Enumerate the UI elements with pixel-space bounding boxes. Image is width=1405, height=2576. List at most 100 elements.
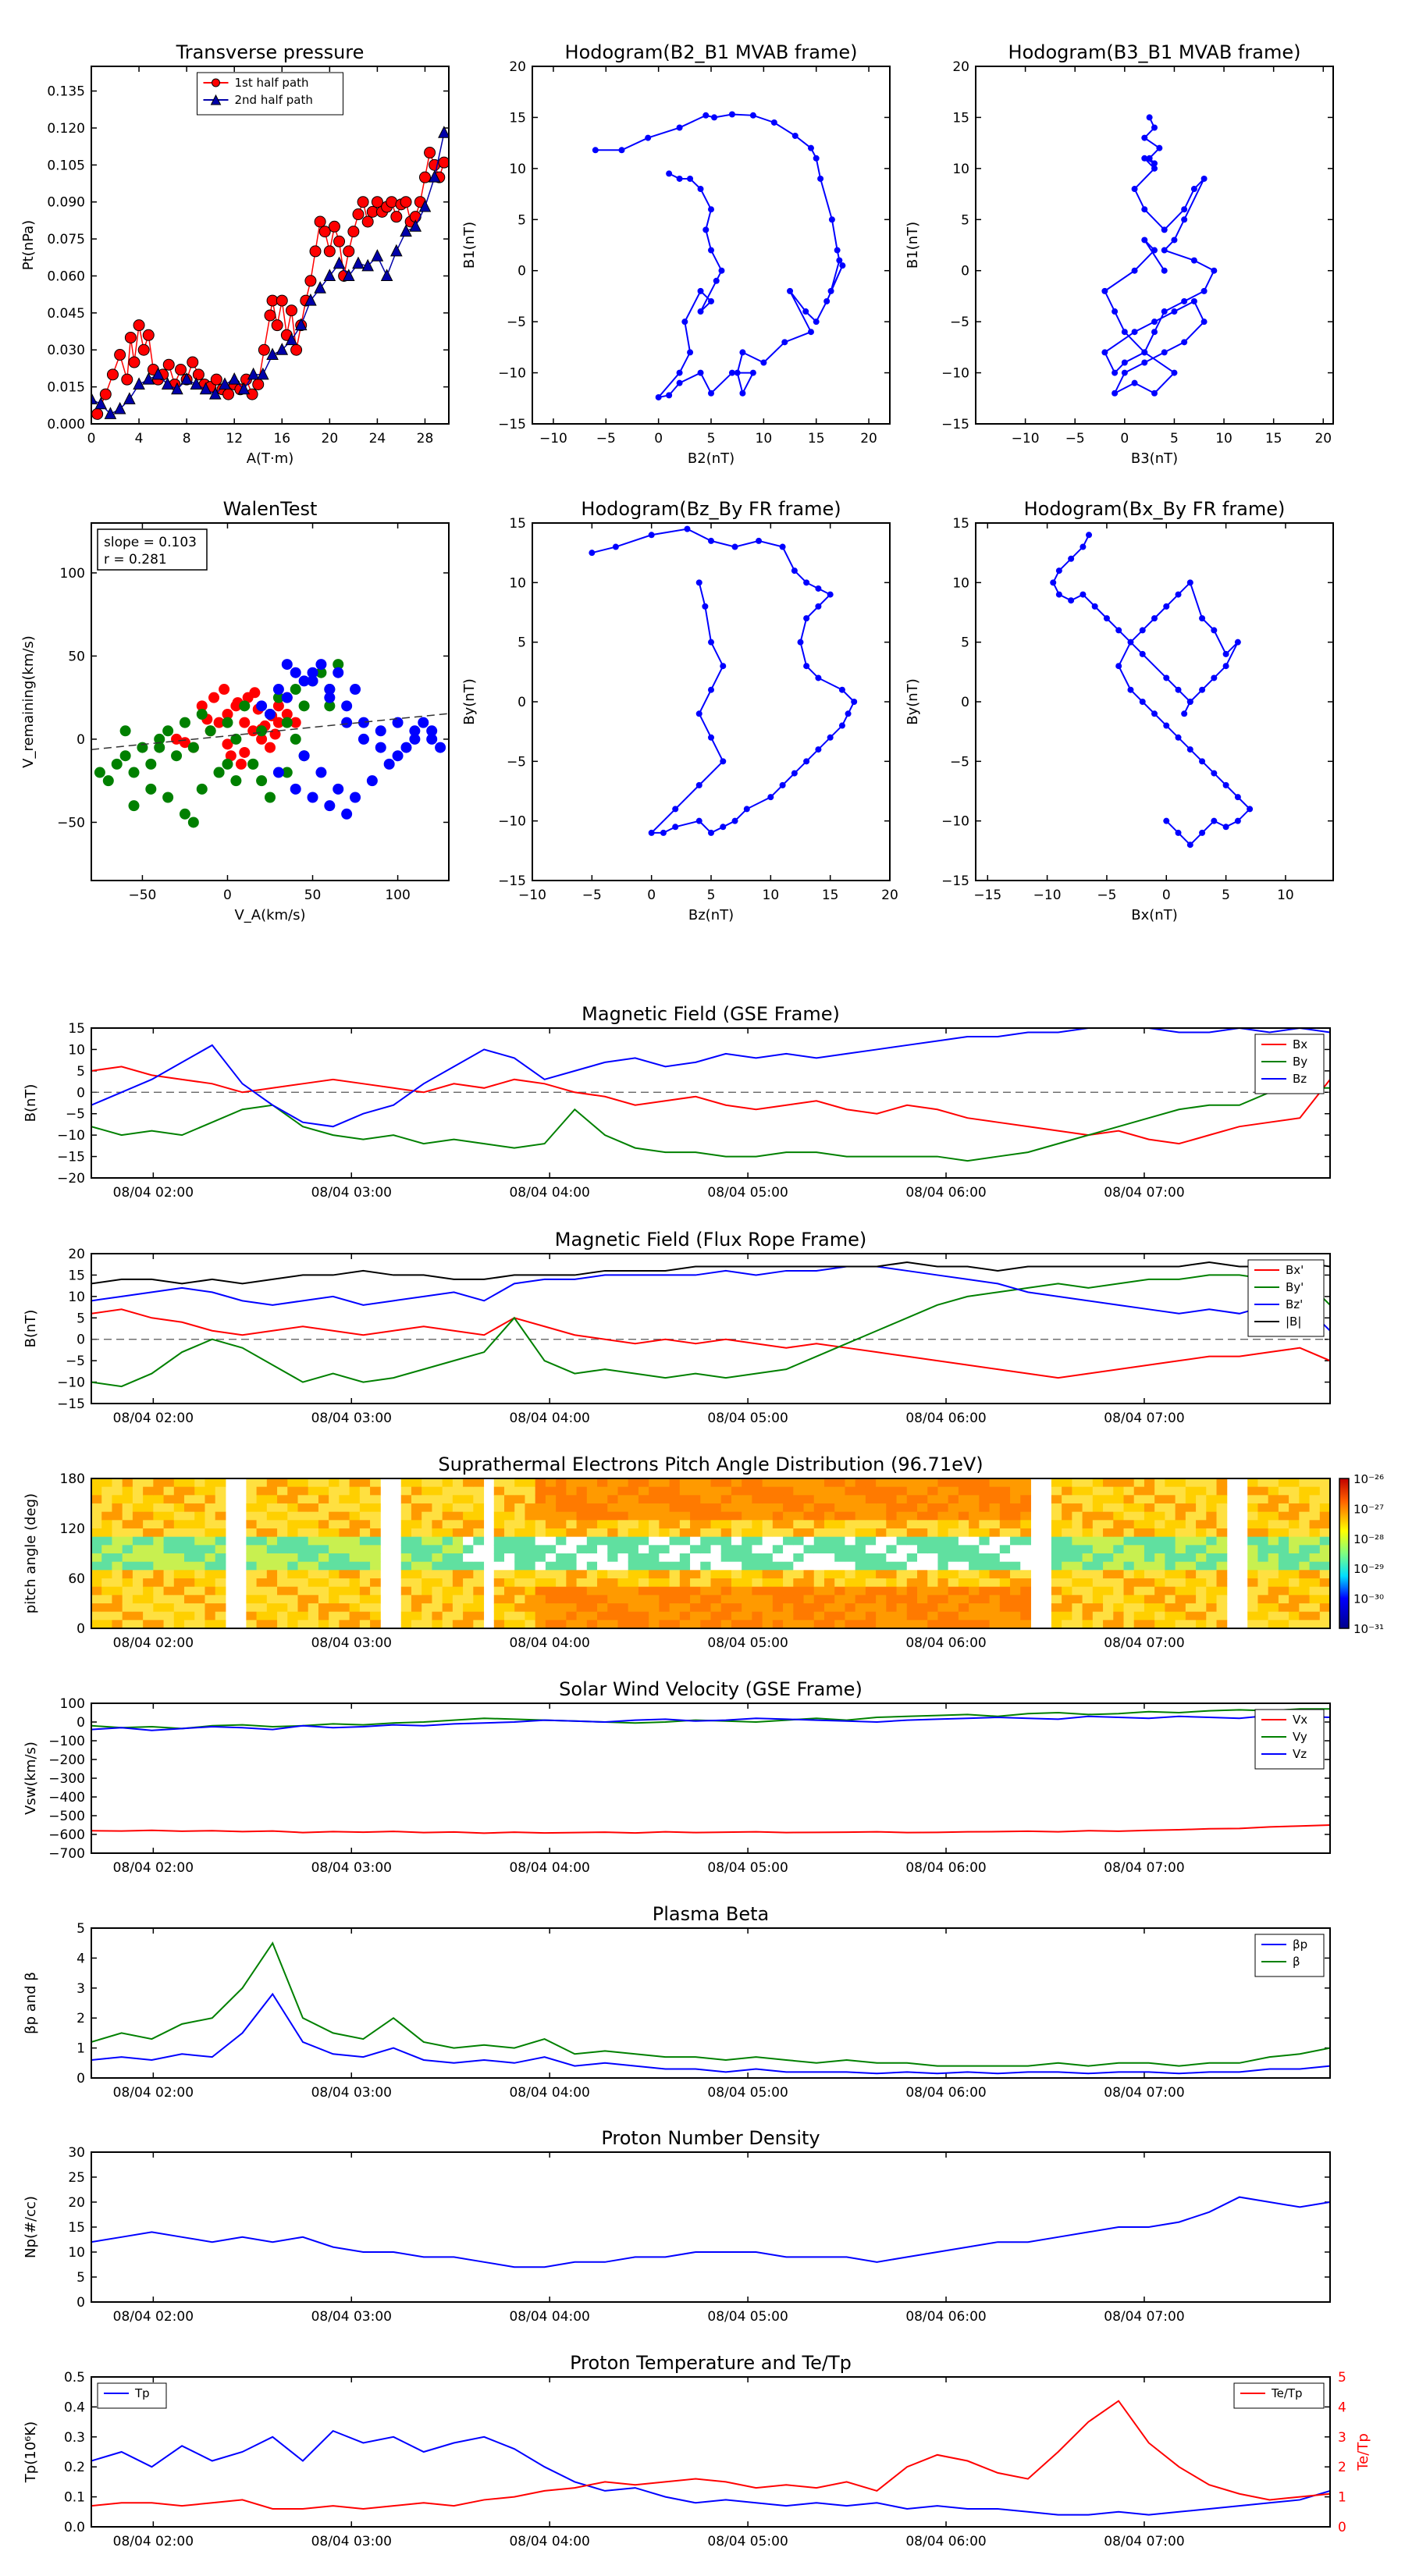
heatmap-cell xyxy=(597,1603,608,1613)
legend-label: βp xyxy=(1293,1937,1307,1952)
heatmap-cell xyxy=(101,1553,112,1563)
y-tick-label: 10 xyxy=(68,1042,85,1058)
heatmap-cell xyxy=(823,1511,835,1521)
heatmap-cell xyxy=(400,1503,412,1513)
chart-pad: Suprathermal Electrons Pitch Angle Distr… xyxy=(23,1453,1384,1651)
heatmap-cell xyxy=(132,1595,144,1604)
heatmap-cell xyxy=(1020,1561,1031,1571)
heatmap-cell xyxy=(720,1486,732,1496)
y-tick-label: 0.090 xyxy=(47,195,85,211)
data-point xyxy=(222,717,233,728)
heatmap-cell xyxy=(628,1528,639,1538)
heatmap-cell xyxy=(277,1511,288,1521)
heatmap-cell xyxy=(649,1570,660,1579)
heatmap-cell xyxy=(1154,1520,1165,1529)
data-point xyxy=(265,742,276,753)
legend-marker xyxy=(210,94,222,105)
y-tick-label: 25 xyxy=(68,2170,85,2186)
heatmap-cell xyxy=(266,1511,278,1521)
y-tick-label: 0.3 xyxy=(64,2430,85,2446)
heatmap-cell xyxy=(1175,1528,1186,1538)
heatmap-cell xyxy=(969,1586,980,1596)
data-point xyxy=(1161,247,1168,254)
data-point xyxy=(342,269,355,281)
heatmap-cell xyxy=(762,1570,774,1579)
heatmap-cell xyxy=(493,1503,505,1513)
heatmap-cell xyxy=(535,1486,546,1496)
heatmap-cell xyxy=(308,1570,319,1579)
x-tick-label: 0 xyxy=(647,888,656,903)
data-point xyxy=(272,700,284,712)
heatmap-cell xyxy=(1103,1520,1114,1529)
heatmap-cell xyxy=(122,1503,133,1513)
data-point xyxy=(304,275,317,287)
data-point xyxy=(179,737,190,749)
data-point xyxy=(807,329,814,336)
data-point xyxy=(222,388,235,400)
heatmap-cell xyxy=(256,1603,268,1613)
heatmap-cell xyxy=(1278,1503,1289,1513)
heatmap-cell xyxy=(184,1570,195,1579)
heatmap-cell xyxy=(566,1561,578,1571)
heatmap-cell xyxy=(173,1528,185,1538)
data-point xyxy=(1050,579,1057,586)
heatmap-cell xyxy=(184,1586,195,1596)
heatmap-cell xyxy=(143,1528,154,1538)
heatmap-cell xyxy=(742,1586,752,1596)
heatmap-cell xyxy=(163,1561,175,1571)
heatmap-cell xyxy=(927,1603,938,1613)
heatmap-cell xyxy=(246,1545,258,1554)
data-point xyxy=(208,386,222,400)
heatmap-cell xyxy=(143,1620,154,1628)
heatmap-cell xyxy=(370,1561,381,1571)
data-point xyxy=(839,262,846,269)
heatmap-cell xyxy=(173,1578,185,1588)
heatmap-cell xyxy=(1289,1520,1300,1529)
heatmap-cell xyxy=(720,1536,732,1546)
heatmap-cell xyxy=(999,1545,1011,1554)
heatmap-cell xyxy=(318,1570,329,1579)
heatmap-cell xyxy=(132,1578,144,1588)
heatmap-cell xyxy=(752,1511,763,1521)
heatmap-cell xyxy=(256,1528,268,1538)
heatmap-cell xyxy=(834,1570,845,1579)
heatmap-cell xyxy=(349,1528,361,1538)
heatmap-cell xyxy=(422,1486,432,1496)
data-point xyxy=(1200,175,1208,182)
heatmap-cell xyxy=(669,1545,681,1554)
heatmap-cell xyxy=(504,1553,515,1563)
heatmap-cell xyxy=(1123,1545,1135,1554)
x-tick-label: 08/04 04:00 xyxy=(509,1411,589,1426)
y-tick-label: −20 xyxy=(57,1171,85,1187)
heatmap-cell xyxy=(813,1595,825,1604)
heatmap-cell xyxy=(649,1503,660,1513)
heatmap-cell xyxy=(143,1586,154,1596)
heatmap-cell xyxy=(514,1528,525,1538)
heatmap-cell xyxy=(463,1545,474,1554)
y-tick-label-right: 3 xyxy=(1338,2430,1346,2446)
heatmap-cell xyxy=(422,1478,432,1488)
y-tick-label: 0 xyxy=(518,695,526,710)
heatmap-cell xyxy=(834,1561,845,1571)
heatmap-cell xyxy=(132,1503,144,1513)
heatmap-cell xyxy=(937,1561,949,1571)
heatmap-cell xyxy=(803,1553,815,1563)
chart-hod3: Hodogram(Bz_By FR frame)−10 −5 0 5 10 15 20−15… xyxy=(461,498,898,923)
heatmap-cell xyxy=(163,1528,175,1538)
heatmap-cell xyxy=(504,1611,515,1621)
heatmap-cell xyxy=(473,1586,485,1596)
data-point xyxy=(386,196,398,208)
heatmap-cell xyxy=(649,1520,660,1529)
heatmap-cell xyxy=(886,1478,898,1488)
data-point xyxy=(104,407,117,419)
heatmap-cell xyxy=(917,1578,928,1588)
heatmap-cell xyxy=(473,1611,485,1621)
y-tick-label: 15 xyxy=(68,2220,85,2236)
data-point xyxy=(1141,349,1148,356)
data-point xyxy=(1121,329,1128,336)
heatmap-cell xyxy=(194,1503,205,1513)
heatmap-cell xyxy=(246,1561,258,1571)
heatmap-cell xyxy=(1278,1528,1289,1538)
heatmap-cell xyxy=(720,1578,732,1588)
heatmap-cell xyxy=(194,1536,205,1546)
